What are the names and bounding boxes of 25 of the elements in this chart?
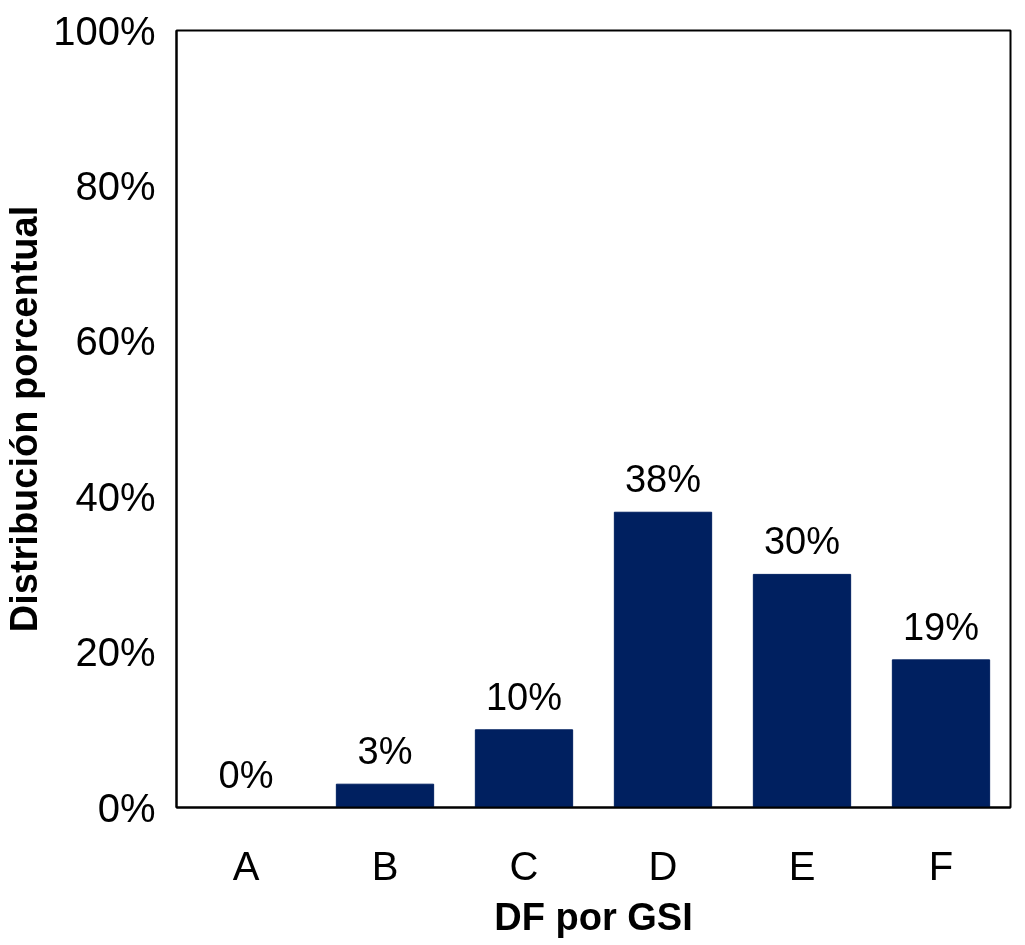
y-tick-label: 100%	[53, 8, 156, 53]
bar	[752, 573, 852, 808]
x-axis-title: DF por GSI	[494, 895, 693, 938]
bar	[335, 783, 435, 808]
x-tick-label: C	[509, 843, 539, 888]
y-axis-title: Distribución porcentual	[3, 205, 46, 633]
data-label: 38%	[624, 458, 702, 501]
y-tick-label: 20%	[75, 630, 156, 675]
y-tick-label: 40%	[75, 474, 156, 519]
y-tick-label: 80%	[75, 163, 156, 208]
y-tick-label: 0%	[97, 785, 156, 830]
x-tick-label: B	[371, 843, 399, 888]
data-label: 19%	[902, 605, 980, 648]
x-tick-label: E	[788, 843, 816, 888]
data-label: 10%	[485, 675, 563, 718]
x-tick-label: F	[928, 843, 954, 888]
data-label: 30%	[763, 520, 841, 563]
bar	[891, 659, 991, 808]
x-tick-label: D	[648, 843, 678, 888]
bar	[613, 511, 713, 808]
data-label: 3%	[357, 730, 413, 773]
y-tick-label: 60%	[75, 319, 156, 364]
x-tick-label: A	[232, 843, 260, 888]
data-label: 0%	[218, 753, 274, 796]
bar	[474, 729, 574, 808]
